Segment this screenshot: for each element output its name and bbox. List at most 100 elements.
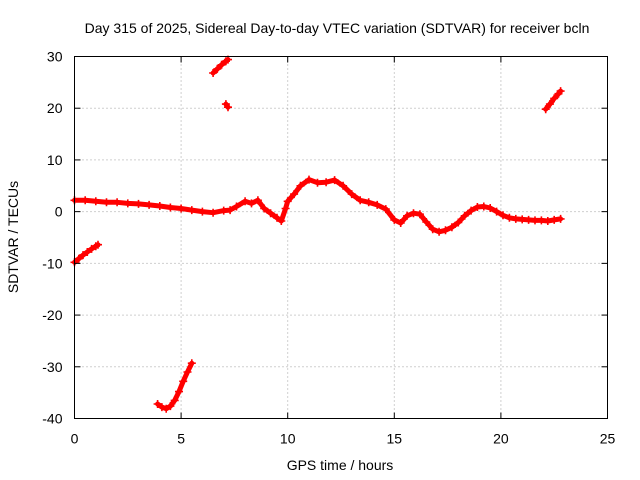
data-point	[409, 209, 418, 218]
data-point	[467, 206, 476, 215]
data-point	[217, 60, 226, 69]
data-point	[499, 211, 507, 220]
data-point	[447, 223, 456, 232]
data-point	[209, 69, 218, 77]
series-early-negative	[70, 240, 102, 267]
data-point	[373, 200, 382, 209]
data-point	[232, 202, 241, 211]
x-tick-label: 0	[71, 431, 79, 447]
y-axis-title: SDTVAR / TECUs	[5, 181, 21, 293]
data-point	[253, 196, 262, 205]
data-point	[281, 204, 290, 213]
data-point	[145, 200, 154, 209]
y-tick-label: 30	[47, 49, 63, 65]
y-tick-label: -40	[42, 411, 62, 427]
y-tick-label: -30	[42, 359, 62, 375]
data-point	[87, 244, 96, 253]
data-point	[162, 404, 171, 413]
data-point	[305, 175, 313, 184]
data-point	[283, 197, 292, 206]
data-point	[460, 211, 469, 220]
series-deep-negative	[153, 359, 196, 413]
data-point	[260, 204, 269, 213]
data-point	[441, 226, 450, 235]
data-point	[454, 218, 463, 227]
data-point	[157, 403, 166, 412]
data-point	[177, 204, 186, 213]
data-point	[479, 202, 488, 211]
series-late-positive	[541, 87, 565, 114]
series-isolated	[221, 100, 232, 112]
data-point	[187, 206, 196, 215]
data-point	[296, 181, 305, 190]
y-tick-label: -10	[42, 255, 62, 271]
data-point	[486, 204, 495, 212]
y-tick-label: 20	[47, 100, 63, 116]
data-point	[155, 202, 164, 210]
y-tick-label: 10	[47, 152, 63, 168]
grid-layer	[74, 56, 608, 419]
data-point	[322, 178, 331, 187]
data-point	[79, 251, 87, 260]
data-point	[556, 87, 565, 96]
data-point	[543, 217, 552, 225]
data-point	[277, 217, 286, 225]
data-point	[123, 199, 132, 208]
data-point	[422, 218, 431, 226]
y-tick-label: -20	[42, 307, 62, 323]
plot-frame	[74, 56, 608, 419]
data-point	[505, 213, 514, 222]
data-point	[213, 64, 222, 73]
x-axis-title: GPS time / hours	[287, 457, 394, 473]
data-point	[550, 215, 559, 224]
data-point	[74, 254, 83, 263]
data-point	[347, 190, 356, 199]
y-tick-label: 0	[55, 204, 63, 220]
series-high-segment-a	[209, 55, 232, 77]
data-point	[83, 248, 92, 256]
data-point	[170, 396, 179, 405]
data-point	[403, 211, 412, 220]
data-point	[134, 199, 143, 208]
data-point	[381, 205, 390, 214]
data-point	[390, 215, 399, 224]
x-tick-label: 5	[177, 431, 185, 447]
data-point	[356, 196, 365, 205]
data-point	[435, 227, 444, 236]
data-point	[179, 377, 188, 386]
axis-layer: 0 5 10 15 20 25 -40 -30 -20 -10 0 10 20 30	[42, 49, 615, 447]
x-tick-label: 15	[387, 431, 403, 447]
data-point	[187, 359, 196, 368]
data-point	[313, 178, 322, 187]
data-point	[247, 199, 256, 208]
data-point	[241, 197, 250, 206]
data-point	[102, 198, 111, 207]
data-point	[226, 206, 235, 215]
data-point	[364, 198, 373, 207]
data-point	[541, 105, 550, 114]
data-point	[273, 213, 281, 222]
data-point	[153, 400, 162, 408]
data-point	[266, 209, 275, 218]
data-point	[81, 196, 90, 205]
chart-title: Day 315 of 2025, Sidereal Day-to-day VTE…	[85, 20, 590, 36]
data-point	[415, 210, 424, 219]
data-point	[550, 94, 559, 103]
data-point	[94, 240, 102, 249]
x-tick-label: 10	[280, 431, 296, 447]
data-point	[224, 103, 232, 112]
data-point	[175, 387, 183, 396]
data-layer	[70, 55, 565, 413]
x-tick-label: 20	[493, 431, 509, 447]
data-point	[396, 219, 405, 227]
data-point	[545, 100, 554, 109]
data-point	[492, 207, 501, 216]
data-point	[209, 208, 218, 217]
series-main	[70, 175, 565, 236]
data-point	[166, 402, 175, 411]
data-point	[290, 190, 299, 199]
data-point	[198, 207, 207, 216]
data-point	[339, 181, 348, 190]
data-point	[330, 176, 339, 185]
